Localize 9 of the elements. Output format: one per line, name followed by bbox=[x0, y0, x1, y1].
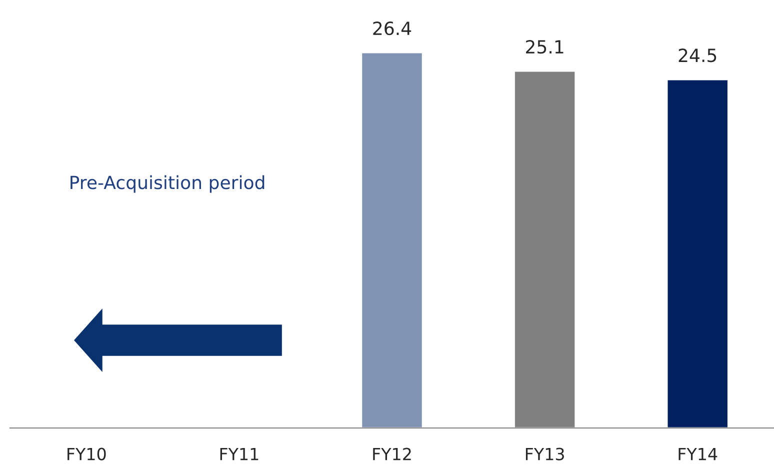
annotation: Pre-Acquisition period bbox=[70, 175, 264, 193]
x-tick-label: FY13 bbox=[526, 448, 564, 460]
data-label: 26.4 bbox=[373, 22, 412, 36]
x-tick-label: FY11 bbox=[220, 448, 258, 460]
x-tick-label: FY10 bbox=[68, 448, 106, 460]
data-label: 24.5 bbox=[678, 48, 716, 62]
data-label: 25.1 bbox=[526, 40, 564, 54]
x-tick-label: FY12 bbox=[373, 448, 411, 460]
x-tick-label: FY14 bbox=[678, 448, 718, 460]
